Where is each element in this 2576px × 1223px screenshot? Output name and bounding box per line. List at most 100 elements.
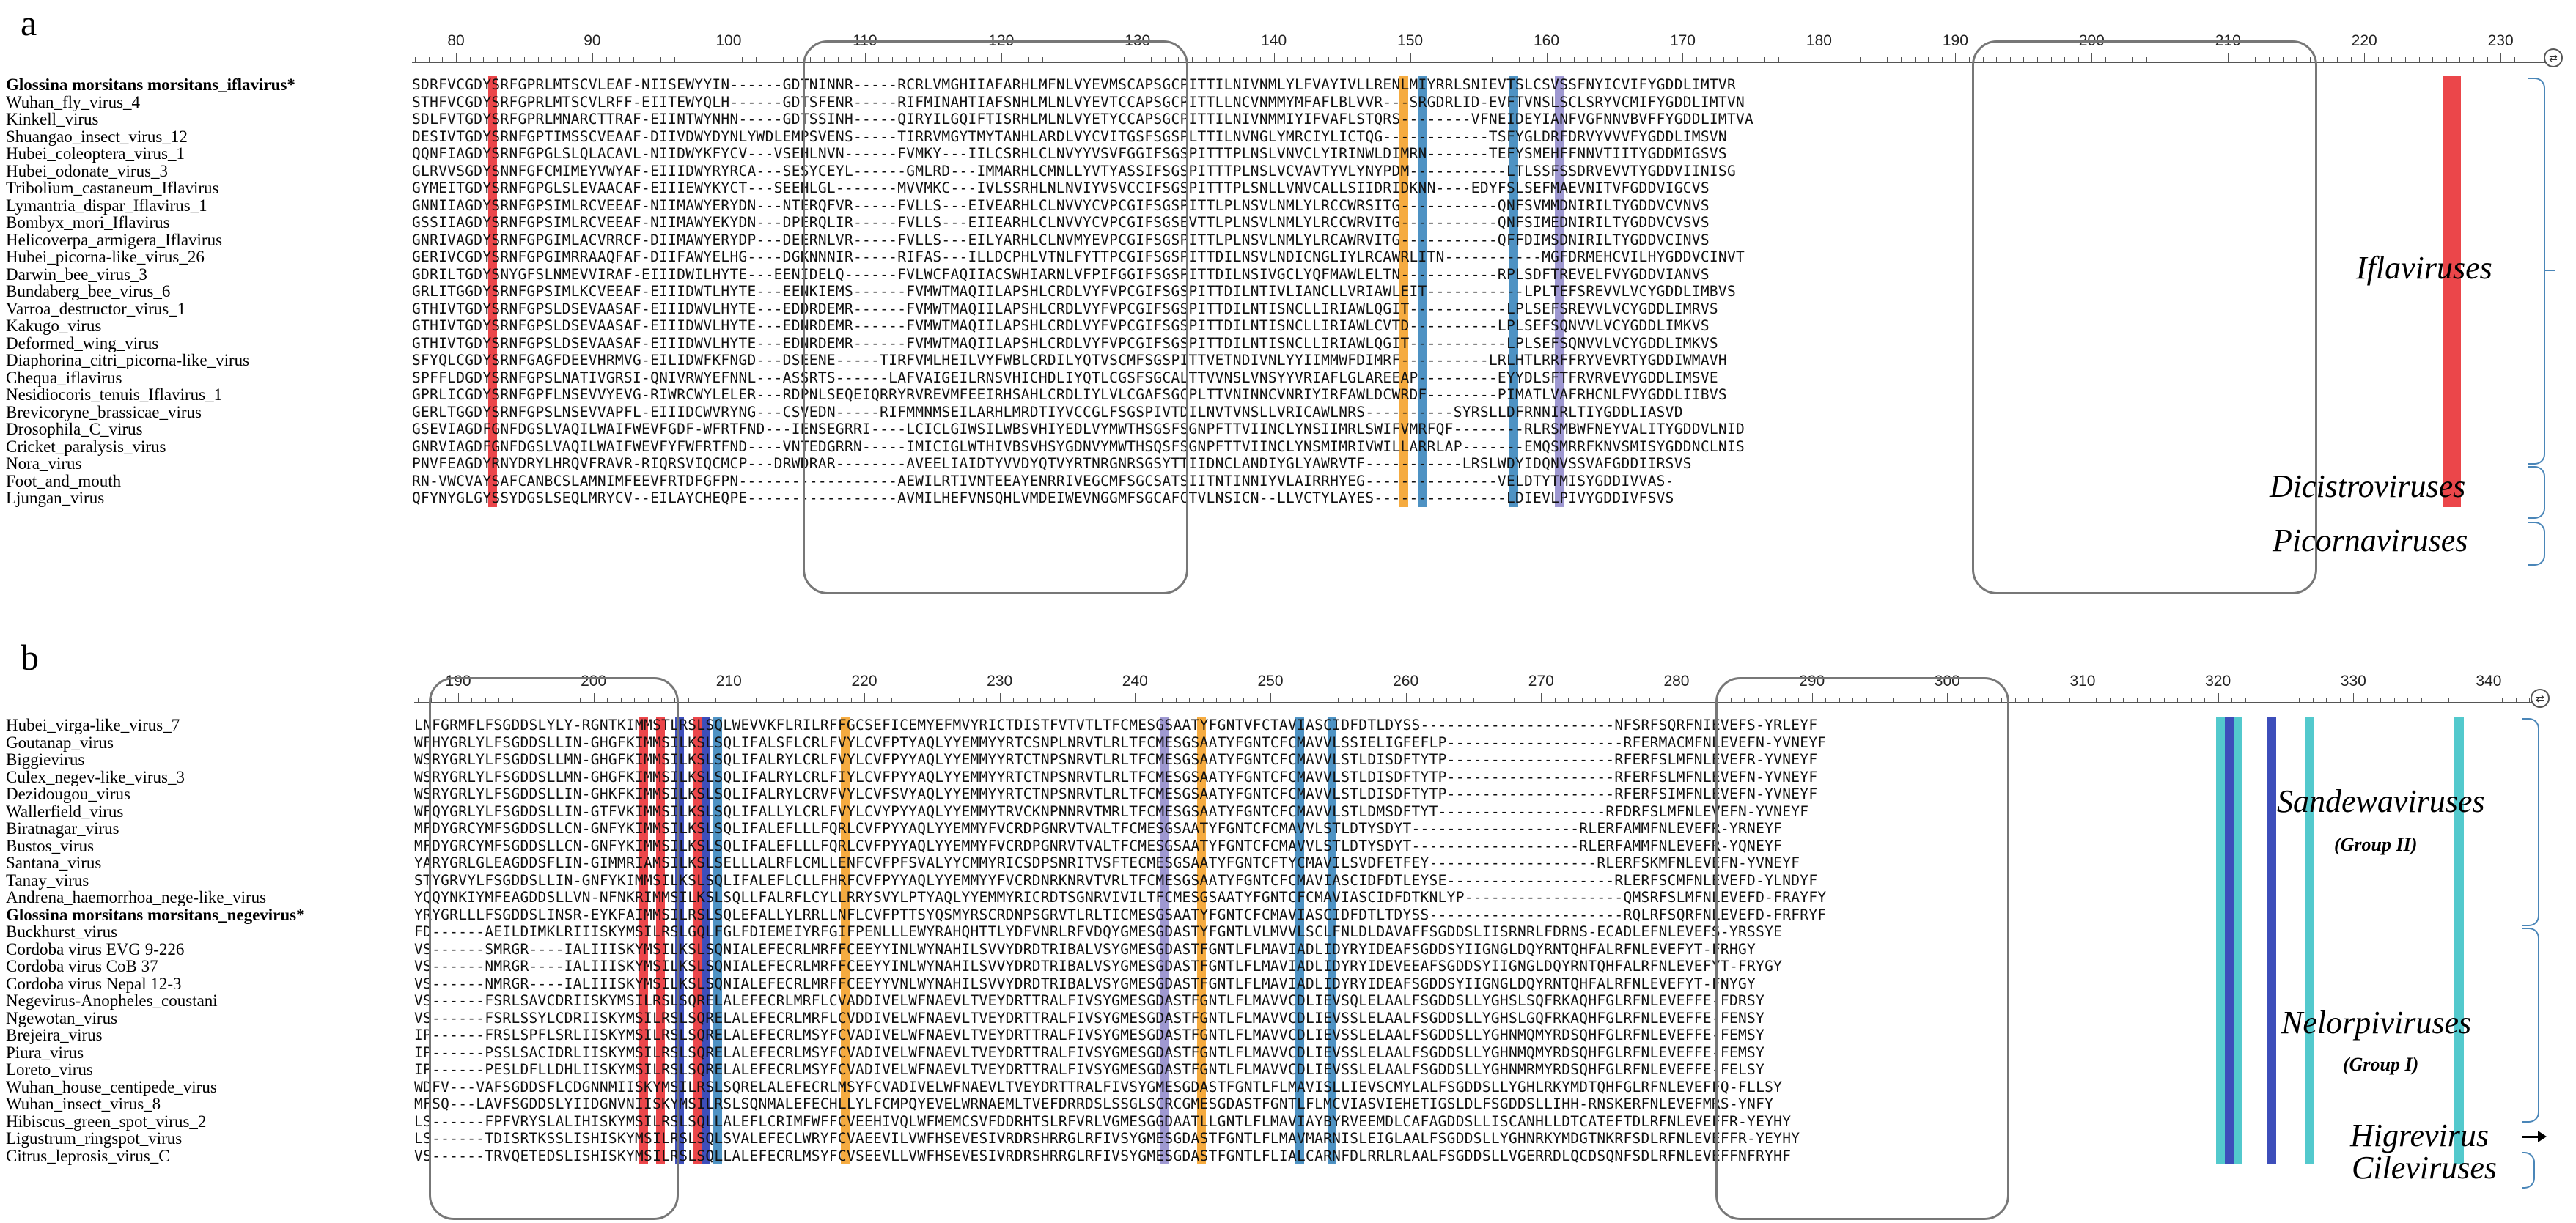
ruler-tick: [1229, 698, 1231, 702]
ruler-tick: [2050, 57, 2052, 62]
ruler-tick: [2432, 57, 2434, 62]
ruler-tick: [1473, 698, 1474, 702]
ruler-tick: [2312, 698, 2314, 702]
ruler-tick: [864, 53, 866, 62]
sequence-row: SPFFLDGDYSRNFGPSLNATIVGRSI-QNIVRWYEFNNL-…: [412, 369, 1718, 386]
ruler-tick: [1655, 57, 1657, 62]
ruler-tick: [1460, 698, 1461, 702]
ruler-tick-label: 300: [1934, 673, 1960, 690]
ruler-tick: [1600, 57, 1602, 62]
ruler-tick: [1798, 698, 1800, 702]
ruler-tick: [2064, 57, 2066, 62]
ruler-tick: [2123, 698, 2124, 702]
ruler-tick: [851, 57, 853, 62]
ruler-tick: [1560, 57, 1561, 62]
sequence-row: GNNIIAGDYSRNFGPSIMLRCVEEAF-NIIMAWYERYDN-…: [412, 196, 1710, 214]
ruler-tick: [2377, 57, 2379, 62]
ruler-tick: [1933, 698, 1935, 702]
sequence-name: Biggievirus: [6, 750, 85, 769]
ruler-tick: [1151, 57, 1152, 62]
sequence-row: YRYGRLLLFSGDDSLINSR-EYKFAIMMSILRSLSQLEFA…: [414, 906, 1827, 923]
ruler-tick: [2190, 698, 2192, 702]
ruler-tick: [783, 698, 784, 702]
ruler-tick: [2350, 57, 2352, 62]
sequence-row: VS------NMRGR----IALIIISKYMSILKSLSQNIALE…: [414, 958, 1783, 975]
sequence-row: SDRFVCGDYSRFGPRLMTSCVLEAF-NIISEWYYIN----…: [412, 76, 1736, 93]
ruler-tick: [1649, 698, 1651, 702]
sequence-name: Hibiscus_green_spot_virus_2: [6, 1112, 207, 1131]
ruler-tick: [1001, 53, 1002, 62]
ruler-tick-label: 240: [1122, 673, 1148, 690]
ruler-tick: [1405, 693, 1407, 702]
sequence-name: Bundaberg_bee_virus_6: [6, 282, 171, 300]
ruler-tick-label: 290: [1799, 673, 1825, 690]
ruler-tick-label: 280: [1663, 673, 1690, 690]
sequence-row: WSRYGRLYLFSGDDSLLMN-GHGFKIMMSILKSLSQLIFA…: [414, 768, 1818, 786]
sequence-row: QFYNYGLGYSSYDGSLSEQLMRYCV--EILAYCHEQPE--…: [412, 489, 1674, 506]
ruler-tick: [1053, 698, 1055, 702]
panel-b-corner-icon: ⇄: [2531, 689, 2550, 708]
conserved-column: [488, 76, 497, 507]
ruler-tick: [2529, 698, 2531, 702]
ruler-tick: [2380, 698, 2382, 702]
sequence-name: Cricket_paralysis_virus: [6, 437, 166, 456]
panel-a-alignment: SDRFVCGDYSRFGPRLMTSCVLEAF-NIISEWYYIN----…: [412, 76, 2545, 507]
panel-a-oval-left: [803, 40, 1188, 594]
picornaviruses-label: Picornaviruses: [2273, 522, 2468, 558]
ruler-tick: [1135, 693, 1136, 702]
sequence-row: GNRIVAGDYSRNFGPGIMLACVRRCF-DIIMAWYERYDP-…: [412, 231, 1710, 248]
sequence-name: Culex_negev-like_virus_3: [6, 767, 185, 786]
sequence-row: WSRYGRLYLFSGDDSLLIN-GHKFKIMMSILKSLSQLIFA…: [414, 786, 1818, 802]
ruler-tick-label: 220: [2351, 32, 2377, 49]
sequence-name: Biratnagar_virus: [6, 819, 119, 838]
ruler-tick: [1216, 698, 1218, 702]
ruler-tick: [2218, 693, 2219, 702]
panel-a-ruler: 80 90 100 110 120 130 140 150 160 170 180 190 200 210…: [412, 32, 2545, 69]
ruler-tick: [606, 57, 607, 62]
ruler-tick-label: 80: [447, 32, 465, 49]
nelorpiviruses-brace: [2522, 928, 2539, 1123]
ruler-tick: [1947, 693, 1948, 702]
sequence-row: GNRVIAGDFGNFDGSLVAQILWAIFWEVFYFWFRTFND--…: [412, 437, 1745, 455]
ruler-tick: [458, 693, 459, 702]
ruler-tick: [580, 698, 581, 702]
sequence-name: Chequa_iflavirus: [6, 368, 122, 387]
ruler-tick: [1920, 698, 1921, 702]
ruler-tick: [688, 698, 689, 702]
conserved-column: [2225, 717, 2234, 1164]
ruler-tick: [1042, 57, 1043, 62]
ruler-tick: [1968, 57, 1970, 62]
sequence-name: Helicoverpa_armigera_Iflavirus: [6, 230, 223, 249]
sequence-name: Hubei_odonate_virus_3: [6, 161, 169, 180]
conserved-column: [2443, 76, 2461, 507]
dicistroviruses-brace: [2528, 466, 2545, 519]
sequence-name: Bustos_virus: [6, 836, 95, 855]
ruler-tick: [1587, 57, 1589, 62]
ruler-tick: [1914, 57, 1916, 62]
ruler-tick-label: 160: [1534, 32, 1560, 49]
ruler-tick: [715, 698, 716, 702]
ruler-tick: [837, 57, 839, 62]
sequence-row: GTHIVTGDYSRNFGPSLDSEVAASAF-EIIIDWVLHYTE-…: [412, 334, 1718, 352]
sequence-row: GERLTGGDYSRNFGPSLNSEVVAPFL-EIIIDCWVRYNG-…: [412, 403, 1683, 421]
conserved-column: [1555, 76, 1564, 507]
ruler-tick: [2255, 57, 2256, 62]
ruler-tick: [2515, 698, 2517, 702]
sequence-row: WFHYGRLYLFSGDDSLLIN-GHGFKIMMSILKSLSQLIFA…: [414, 734, 1827, 751]
ruler-tick: [2502, 698, 2503, 702]
panel-b-oval-right: [1715, 677, 2009, 1220]
sandewaviruses-group-label: (Group II): [2334, 834, 2418, 855]
ruler-tick: [2204, 698, 2206, 702]
ruler-tick: [647, 698, 649, 702]
sequence-row: GSSIIAGDYSRNFGPSIMLRCVEEAF-NIIMAWYEKYDN-…: [412, 214, 1710, 231]
ruler-tick: [537, 57, 539, 62]
ruler-tick: [1202, 698, 1204, 702]
sequence-name: Deformed_wing_virus: [6, 333, 159, 352]
ruler-tick: [2269, 57, 2270, 62]
ruler-tick: [485, 698, 486, 702]
sequence-row: GDRILTGDYSNYGFSLNMEVVIRAF-EIIIDWILHYTE--…: [412, 265, 1710, 283]
ruler-tick: [551, 57, 553, 62]
sequence-name: Tribolium_castaneum_Iflavirus: [6, 179, 219, 197]
ruler-tick: [1893, 698, 1894, 702]
nelorpiviruses-group-label: (Group I): [2343, 1054, 2419, 1075]
